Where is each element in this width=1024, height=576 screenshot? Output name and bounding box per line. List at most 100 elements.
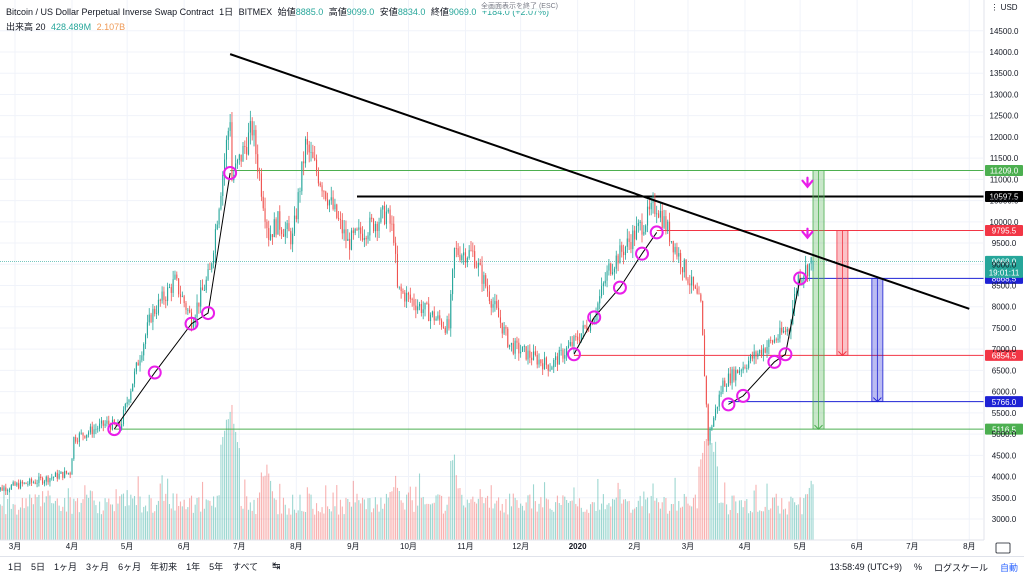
calendar-icon[interactable]: ↹ — [272, 561, 281, 572]
auto-scale-button[interactable]: 自動 — [999, 562, 1018, 573]
volume-bar — [54, 500, 57, 540]
candle-body — [385, 211, 387, 225]
volume-bar — [499, 510, 501, 540]
range-button-8[interactable]: すべて — [232, 562, 259, 572]
volume-bar — [735, 501, 737, 540]
candle-body — [220, 195, 222, 210]
candle-body — [639, 221, 641, 224]
volume-bar — [571, 500, 573, 540]
symbol-title[interactable]: Bitcoin / US Dollar Perpetual Inverse Sw… — [6, 7, 214, 17]
candle-body — [264, 208, 266, 222]
candle-body — [446, 319, 448, 333]
pattern-marker-circle[interactable] — [612, 280, 627, 295]
volume-bar — [759, 510, 761, 540]
time-tick-label: 2020 — [569, 542, 587, 551]
volume-bar — [494, 503, 496, 540]
candle-body — [657, 213, 660, 218]
range-button-4[interactable]: 6ヶ月 — [118, 562, 142, 572]
percent-scale-button[interactable]: % — [913, 562, 922, 572]
currency-bg — [985, 1, 1023, 13]
volume-label[interactable]: 出来高 20 — [6, 22, 46, 32]
range-button-1[interactable]: 5日 — [31, 562, 46, 572]
pattern-marker-circle[interactable] — [635, 246, 649, 261]
candle-body — [656, 213, 658, 215]
volume-bar — [67, 488, 69, 540]
candle-body — [113, 419, 115, 424]
settings-icon[interactable] — [995, 542, 1011, 554]
pattern-marker-circle[interactable] — [223, 165, 238, 180]
pattern-marker-circle[interactable] — [107, 422, 122, 437]
range-button-2[interactable]: 1ヶ月 — [54, 562, 78, 572]
volume-bar — [95, 505, 97, 540]
volume-bar — [630, 512, 632, 540]
range-button-3[interactable]: 3ヶ月 — [86, 562, 110, 572]
candle-body — [463, 252, 465, 256]
pattern-marker-circle[interactable] — [767, 354, 782, 369]
volume-bar — [365, 509, 367, 540]
pattern-marker-circle[interactable] — [793, 271, 808, 286]
candle-body — [76, 441, 79, 443]
candle-body — [652, 200, 654, 203]
candle-body — [161, 291, 163, 301]
candle-body — [468, 250, 470, 258]
time-tick-label: 5月 — [794, 542, 806, 551]
pattern-marker-circle[interactable] — [201, 306, 216, 321]
candle-body — [549, 369, 551, 371]
candle-body — [130, 391, 132, 400]
volume-bar — [681, 506, 684, 540]
volume-bar — [363, 499, 365, 540]
candle-body — [295, 215, 297, 220]
volume-bar — [395, 475, 397, 540]
range-button-0[interactable]: 1日 — [8, 562, 23, 572]
candle-body — [602, 283, 604, 287]
candle-body — [689, 283, 691, 286]
log-scale-button[interactable]: ログスケール — [933, 562, 988, 573]
currency-label[interactable]: ⋮ USD — [990, 3, 1017, 12]
volume-bar — [646, 497, 649, 540]
fullscreen-hint[interactable]: 全画面表示を終了 (ESC) — [478, 1, 561, 11]
pattern-marker-circle[interactable] — [649, 225, 664, 240]
volume-bar — [702, 452, 704, 540]
candle-body — [795, 291, 798, 294]
volume-bar — [290, 514, 292, 540]
candle-body — [104, 423, 106, 426]
volume-bar — [200, 511, 202, 540]
candle-body — [575, 336, 577, 338]
pattern-marker-circle[interactable] — [587, 310, 602, 325]
pattern-marker-circle[interactable] — [736, 388, 751, 403]
pattern-marker-circle[interactable] — [721, 397, 736, 412]
volume-bar — [457, 488, 459, 540]
pattern-marker-circle[interactable] — [778, 347, 793, 362]
volume-bar — [286, 514, 288, 540]
pattern-marker-circle[interactable] — [566, 347, 581, 362]
time-tick-label: 3月 — [9, 542, 21, 551]
volume-bar — [32, 504, 34, 540]
candle-body — [67, 472, 69, 474]
candle-body — [358, 227, 360, 230]
candle-body — [299, 191, 301, 193]
volume-bar — [468, 502, 470, 540]
candle-body — [319, 183, 321, 186]
candle-body — [676, 246, 678, 257]
pattern-marker-circle[interactable] — [184, 316, 199, 331]
candle-body — [170, 287, 172, 293]
candle-body — [808, 263, 810, 277]
volume-bar — [496, 500, 498, 540]
range-button-6[interactable]: 1年 — [186, 562, 201, 572]
clock[interactable]: 13:58:49 (UTC+9) — [829, 562, 902, 572]
volume-bar — [60, 511, 62, 540]
range-button-7[interactable]: 5年 — [209, 562, 224, 572]
candle-body — [435, 318, 437, 321]
candle-body — [363, 237, 365, 241]
volume-bar — [376, 504, 378, 540]
pattern-marker-circle[interactable] — [147, 365, 162, 380]
volume-bar — [453, 454, 456, 540]
range-button-5[interactable]: 年初来 — [150, 562, 178, 572]
candle-body — [367, 235, 369, 240]
candle-body — [753, 351, 755, 359]
candle-body — [696, 288, 698, 294]
volume-bar — [536, 511, 538, 540]
volume-bar — [812, 484, 814, 540]
candle-body — [246, 147, 248, 155]
